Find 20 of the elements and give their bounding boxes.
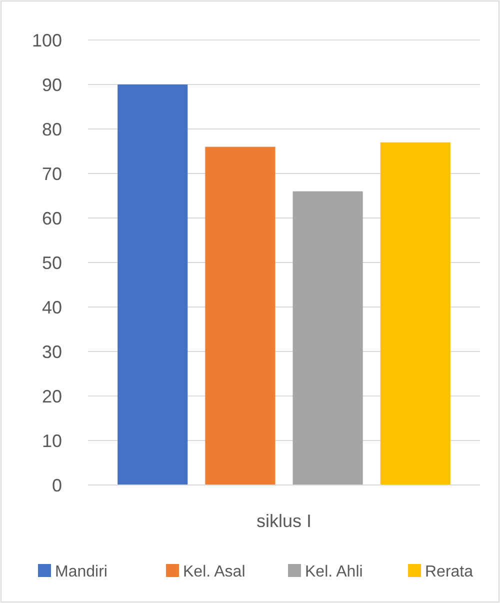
legend-label: Kel. Asal: [183, 564, 246, 581]
y-tick-label: 0: [52, 475, 62, 496]
y-tick-label: 20: [42, 386, 62, 406]
y-tick-label: 100: [32, 30, 62, 50]
bar: [292, 191, 363, 485]
y-tick-label: 70: [42, 164, 62, 184]
bar: [380, 142, 450, 485]
legend-label: Kel. Ahli: [305, 564, 363, 581]
bar: [118, 84, 188, 485]
y-tick-label: 50: [42, 252, 62, 273]
x-tick-label: siklus I: [256, 511, 312, 531]
bar: [205, 146, 276, 485]
legend-label: Rerata: [425, 564, 474, 581]
y-tick-label: 60: [42, 208, 62, 228]
y-tick-label: 30: [42, 342, 62, 362]
y-tick-label: 10: [42, 430, 62, 451]
y-tick-label: 40: [42, 297, 62, 318]
y-tick-label: 90: [42, 74, 62, 95]
legend-label: Mandiri: [55, 564, 108, 581]
y-tick-label: 80: [42, 119, 62, 140]
